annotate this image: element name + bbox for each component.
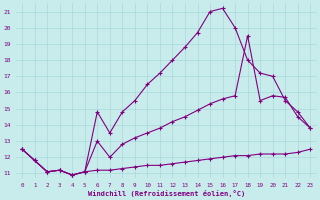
X-axis label: Windchill (Refroidissement éolien,°C): Windchill (Refroidissement éolien,°C) [88,190,245,197]
